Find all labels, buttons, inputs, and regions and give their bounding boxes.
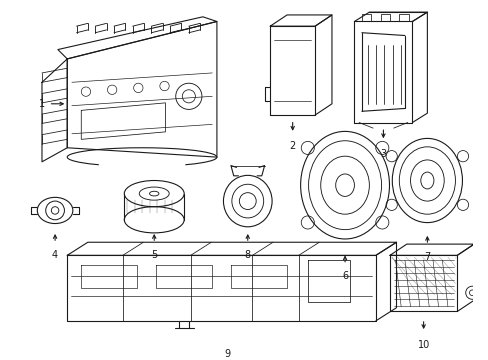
Text: 5: 5 [151,250,157,260]
Text: 2: 2 [289,141,295,151]
Text: 8: 8 [244,250,250,260]
Text: 10: 10 [417,339,429,350]
Text: 1: 1 [39,99,45,109]
Text: 3: 3 [380,149,386,159]
Text: 7: 7 [424,252,429,262]
Text: 6: 6 [341,271,347,281]
Text: 4: 4 [52,250,58,260]
Text: 9: 9 [224,349,230,359]
